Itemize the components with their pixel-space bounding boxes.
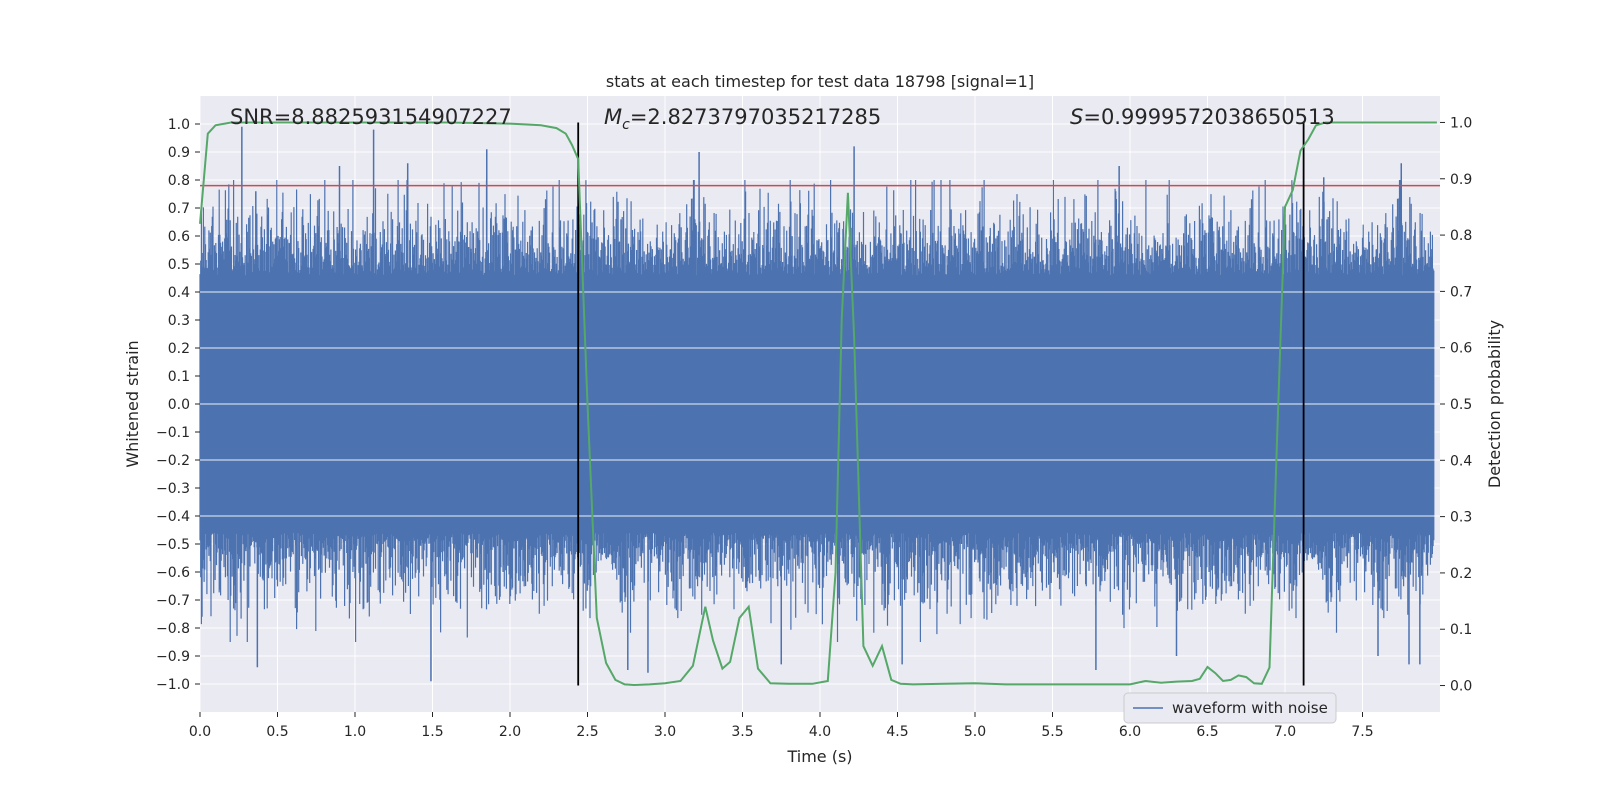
event-line-layer (577, 122, 1305, 686)
legend-box (1123, 692, 1337, 724)
y-tick-label: −0.3 (156, 481, 190, 497)
waveform-with-noise (199, 180, 1435, 642)
y2-tick-label: 1.0 (1450, 115, 1472, 131)
y-tick-label: 0.9 (168, 145, 190, 161)
y-tick-label: −0.6 (156, 565, 190, 581)
y-tick-label: 0.1 (168, 369, 190, 385)
x-tick-label: 7.5 (1351, 724, 1373, 740)
y2-tick-label: 0.4 (1450, 453, 1472, 469)
y-tick-label: 1.0 (168, 117, 190, 133)
y-tick-label: −0.4 (156, 509, 190, 525)
y2-tick-label: 0.5 (1450, 397, 1472, 413)
y2-axis-label: Detection probability (1485, 320, 1504, 488)
score-annotation: S=0.9999572038650513 (1070, 105, 1335, 129)
detection-probability-line (199, 121, 1437, 687)
snr-annotation: SNR=8.882593154907227 (230, 105, 512, 129)
waveform-layer (199, 126, 1435, 682)
y-tick-label: 0.4 (168, 285, 190, 301)
x-tick-label: 1.5 (421, 724, 443, 740)
y-tick-label: −0.8 (156, 621, 190, 637)
y2-tick-label: 0.0 (1450, 679, 1472, 695)
x-tick-label: 4.5 (886, 724, 908, 740)
x-tick-label: 2.5 (576, 724, 598, 740)
x-tick-label: 5.0 (964, 724, 986, 740)
x-tick-label: 6.5 (1196, 724, 1218, 740)
y-tick-label: 0.7 (168, 201, 190, 217)
x-tick-label: 2.0 (499, 724, 521, 740)
y-tick-label: 0.3 (168, 313, 190, 329)
y2-tick-label: 0.2 (1450, 566, 1472, 582)
chirp-mass-symbol: M (604, 105, 622, 129)
probability-layer (199, 121, 1437, 687)
x-tick-label: 1.0 (344, 724, 366, 740)
y2-tick-label: 0.1 (1450, 622, 1472, 638)
y-tick-label: −0.1 (156, 425, 190, 441)
x-tick-label: 6.0 (1119, 724, 1141, 740)
y-tick-label: −1.0 (156, 677, 190, 693)
y-tick-label: 0.0 (168, 397, 190, 413)
chirp-mass-value: =2.8273797035217285 (630, 105, 881, 129)
y-tick-label: −0.9 (156, 649, 190, 665)
y-tick-label: −0.2 (156, 453, 190, 469)
x-tick-label: 7.0 (1274, 724, 1296, 740)
y-tick-label: 0.5 (168, 257, 190, 273)
legend-label: waveform with noise (1172, 699, 1328, 717)
x-tick-label: 3.5 (731, 724, 753, 740)
y2-tick-label: 0.8 (1450, 228, 1472, 244)
score-symbol: S (1070, 105, 1083, 129)
y2-tick-label: 0.6 (1450, 341, 1472, 357)
annotation-layer: SNR=8.882593154907227 Mc=2.8273797035217… (230, 105, 1335, 133)
chart-title: stats at each timestep for test data 187… (606, 72, 1034, 91)
chirp-mass-annotation: Mc=2.8273797035217285 (604, 105, 881, 133)
axis-layer: 0.0 0.5 1.0 1.5 2.0 2.5 3.0 3.5 4.0 4.5 5.0 5.5 6.0 6… (156, 115, 1472, 740)
y2-tick-label: 0.3 (1450, 510, 1472, 526)
x-tick-label: 3.0 (654, 724, 676, 740)
y-tick-label: 0.8 (168, 173, 190, 189)
x-tick-label: 0.0 (189, 724, 211, 740)
score-value: =0.9999572038650513 (1083, 105, 1334, 129)
x-axis-label: Time (s) (786, 747, 852, 766)
legend: waveform with noise (1123, 692, 1337, 724)
x-tick-label: 4.0 (809, 724, 831, 740)
y-axis-label: Whitened strain (123, 340, 142, 467)
y2-tick-label: 0.7 (1450, 284, 1472, 300)
chirp-mass-subscript: c (622, 117, 630, 133)
x-tick-label: 5.5 (1041, 724, 1063, 740)
y-tick-label: −0.7 (156, 593, 190, 609)
x-tick-label: 0.5 (266, 724, 288, 740)
y2-tick-label: 0.9 (1450, 172, 1472, 188)
y-tick-label: 0.2 (168, 341, 190, 357)
y-tick-label: 0.6 (168, 229, 190, 245)
y-tick-label: −0.5 (156, 537, 190, 553)
grid-overlay-layer (200, 291, 1440, 517)
